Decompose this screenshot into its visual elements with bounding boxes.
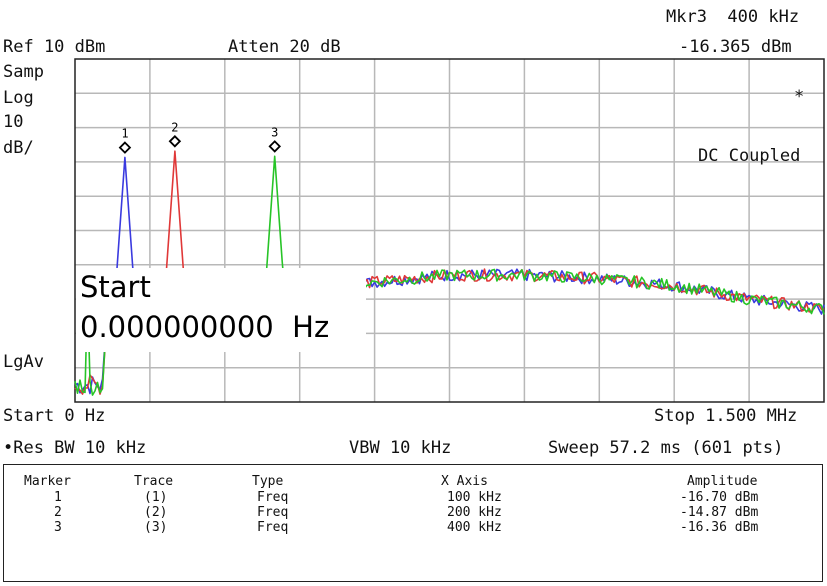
cell-xaxis: 400 kHz: [447, 520, 502, 535]
active-entry-label: Start: [80, 270, 151, 304]
marker-diamond: [118, 141, 132, 154]
marker-number-label: 1: [121, 127, 128, 141]
scale-value-label: 10: [3, 112, 24, 132]
ref-level-label: Ref 10 dBm: [3, 37, 106, 57]
detector-label: Samp: [3, 62, 44, 82]
cell-marker: 1: [54, 490, 62, 505]
col-header-marker: Marker: [24, 474, 71, 489]
cell-type: Freq: [257, 505, 289, 520]
cell-type: Freq: [257, 490, 289, 505]
scale-unit-label: dB/: [3, 138, 34, 158]
col-header-amplitude: Amplitude: [687, 474, 758, 489]
cell-xaxis: 200 kHz: [447, 505, 502, 520]
marker-table: Marker Trace Type X Axis Amplitude 1 (1)…: [3, 464, 823, 582]
marker-amp-readout: -16.365 dBm: [679, 37, 792, 57]
cell-amplitude: -16.36 dBm: [680, 520, 759, 535]
cell-amplitude: -16.70 dBm: [680, 490, 759, 505]
plot-frame: [74, 58, 825, 403]
res-bw-label: •Res BW 10 kHz: [3, 438, 147, 458]
cell-type: Freq: [257, 520, 289, 535]
marker-diamond: [268, 140, 282, 153]
active-entry-box[interactable]: Start 0.000000000 Hz: [76, 268, 366, 352]
plot-grid: [74, 58, 825, 403]
col-header-xaxis: X Axis: [441, 474, 488, 489]
cell-trace: (1): [144, 490, 168, 505]
averaging-label: LgAv: [3, 352, 44, 372]
plot-markers: 1 2 3: [118, 120, 282, 154]
cell-marker: 2: [54, 505, 62, 520]
start-freq-label: Start 0 Hz: [3, 406, 106, 426]
stop-freq-label: Stop 1.500 MHz: [654, 406, 798, 426]
cell-trace: (3): [144, 520, 168, 535]
cell-amplitude: -14.87 dBm: [680, 505, 759, 520]
cell-marker: 3: [54, 520, 62, 535]
marker-number-label: 3: [271, 125, 278, 139]
asterisk-indicator: *: [794, 87, 805, 107]
sweep-label: Sweep 57.2 ms (601 pts): [548, 438, 784, 458]
marker-diamond: [168, 135, 182, 148]
scale-type-label: Log: [3, 88, 34, 108]
dc-coupled-label: DC Coupled: [698, 146, 801, 166]
cell-xaxis: 100 kHz: [447, 490, 502, 505]
marker-number-label: 2: [171, 120, 178, 134]
cell-trace: (2): [144, 505, 168, 520]
active-entry-value[interactable]: 0.000000000 Hz: [80, 310, 330, 344]
vbw-label: VBW 10 kHz: [349, 438, 452, 458]
col-header-type: Type: [252, 474, 284, 489]
marker-freq-readout: Mkr3 400 kHz: [666, 7, 800, 27]
col-header-trace: Trace: [134, 474, 174, 489]
atten-label: Atten 20 dB: [228, 37, 341, 57]
